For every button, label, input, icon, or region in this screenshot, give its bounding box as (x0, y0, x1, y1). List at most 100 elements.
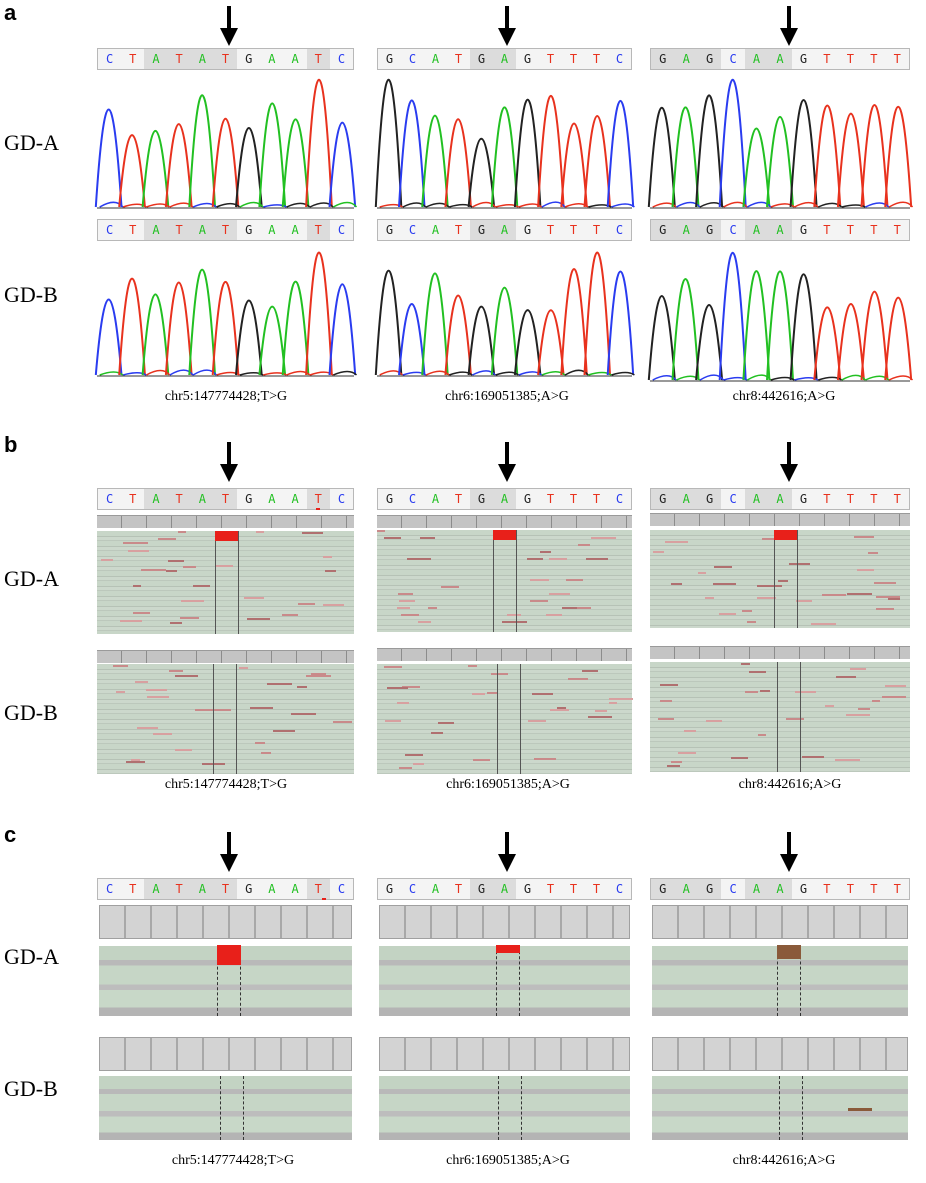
mismatch-tick (684, 730, 696, 732)
minor-peak (379, 370, 404, 376)
peak (718, 79, 747, 208)
peak (860, 290, 889, 381)
peak (671, 106, 700, 208)
mismatch-tick (665, 541, 688, 543)
down-arrow-icon (220, 442, 238, 482)
variant-column-line (779, 1076, 780, 1140)
variant-column-line (243, 1076, 244, 1140)
alt-allele-reads (215, 531, 238, 541)
peak (211, 281, 240, 376)
variant-column-line (800, 662, 801, 772)
mismatch-tick (487, 692, 497, 694)
base-letter: A (744, 489, 769, 509)
minor-peak (699, 202, 724, 208)
coverage-track (99, 905, 352, 939)
minor-peak (495, 203, 519, 208)
mismatch-tick (876, 608, 894, 610)
mismatch-tick (660, 700, 672, 702)
base-letter: C (615, 492, 624, 506)
minor-peak (402, 202, 427, 208)
mismatch-tick (876, 596, 900, 598)
peak (328, 121, 357, 208)
peak (235, 127, 263, 208)
read-pileup (379, 946, 630, 1016)
base-letter: A (291, 52, 299, 66)
base-letter: A (493, 489, 516, 509)
mismatch-tick (431, 732, 443, 734)
mismatch-tick (128, 550, 149, 552)
peak (789, 273, 818, 381)
base-letter: A (768, 489, 792, 509)
mismatch-tick (786, 718, 804, 720)
minor-peak (541, 370, 566, 376)
peak (813, 306, 842, 381)
base-letter: G (470, 489, 493, 509)
mismatch-tick (836, 676, 856, 678)
base-letter: T (846, 223, 854, 237)
mismatch-tick (323, 604, 344, 606)
minor-peak (588, 204, 612, 208)
variant-caption: chr5:147774428;T>G (171, 1153, 295, 1168)
mismatch-tick (562, 607, 577, 609)
mismatch-tick (473, 759, 490, 761)
peak (141, 293, 170, 376)
peak (235, 299, 263, 376)
variant-column-line (777, 946, 778, 1016)
mismatch-tick (527, 558, 543, 560)
coverage-track (377, 648, 632, 661)
mismatch-tick (137, 727, 158, 729)
base-letter: C (105, 882, 114, 896)
base-letter: G (799, 492, 808, 506)
minor-peak (841, 374, 866, 381)
base-letter: C (408, 223, 417, 237)
variant-column-line (521, 1076, 522, 1140)
mismatch-tick (398, 593, 413, 595)
base-letter: T (213, 879, 238, 899)
base-letter: A (674, 879, 698, 899)
mismatch-tick (322, 898, 326, 900)
minor-peak (888, 201, 914, 208)
mismatch-tick (120, 620, 142, 622)
mismatch-tick (850, 668, 866, 670)
minor-peak (518, 371, 543, 376)
mismatch-tick (113, 665, 128, 667)
minor-peak (146, 203, 170, 208)
base-letter: G (697, 220, 722, 240)
mismatch-tick (546, 614, 562, 616)
down-arrow-icon (498, 6, 516, 46)
mismatch-tick (405, 754, 423, 756)
coverage-track (379, 905, 630, 939)
mismatch-tick (325, 570, 336, 572)
minor-peak (239, 372, 264, 376)
mismatch-tick (377, 530, 385, 532)
mismatch-tick (169, 670, 183, 672)
panel-letter-c: c (4, 822, 17, 847)
base-letter: T (846, 492, 854, 506)
mismatch-tick (502, 621, 527, 623)
variant-column-line (802, 1076, 803, 1140)
coverage-track (379, 1037, 630, 1071)
base-letter: A (744, 879, 769, 899)
base-letter: A (190, 879, 214, 899)
base-letter: G (523, 52, 532, 66)
mismatch-tick (667, 765, 680, 767)
sample-label-gd-a: GD-A (4, 130, 59, 155)
base-letter: T (569, 492, 578, 506)
base-letter: A (291, 223, 299, 237)
read-pileup (99, 1076, 352, 1140)
minor-peak (448, 371, 473, 376)
mismatch-tick (588, 716, 612, 718)
minor-peak (652, 202, 677, 208)
mismatch-tick (530, 600, 548, 602)
mismatch-tick (811, 623, 836, 625)
mismatch-tick (549, 558, 567, 560)
base-letter: T (129, 492, 137, 506)
peak (695, 304, 724, 381)
coverage-track (97, 515, 354, 528)
base-letter: T (893, 52, 901, 66)
base-letter: T (213, 489, 238, 509)
